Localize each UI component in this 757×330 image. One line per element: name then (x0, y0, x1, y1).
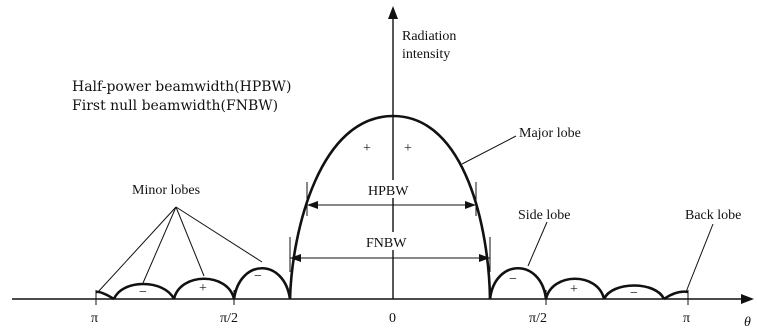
major-lobe-plus-left: + (363, 141, 371, 156)
fnbw-label-bg (360, 232, 424, 250)
axes (12, 6, 754, 304)
major-lobe (288, 114, 492, 300)
side-lobe-leader (527, 221, 548, 267)
back-lobe-leader (685, 223, 714, 293)
minor-lobes-leader-2 (142, 206, 177, 284)
tick-label-pos-pi: π (683, 311, 690, 326)
tick-label-zero: 0 (389, 311, 396, 326)
minor-lobes-leader-3 (175, 206, 205, 277)
minor-lobe-1 (95, 290, 115, 301)
hpbw-legend: Half-power beamwidth(HPBW) (72, 79, 291, 95)
hpbw-arrowhead-left (307, 201, 318, 209)
side-lobe-right (488, 266, 548, 300)
hpbw-label-bg (362, 180, 422, 198)
fnbw-label: FNBW (366, 236, 407, 251)
x-axis-arrowhead (741, 294, 754, 304)
y-axis-label-line1: Radiation (402, 29, 456, 44)
tick-label-neg-pi-2: π/2 (220, 311, 238, 326)
major-lobe-label: Major lobe (519, 126, 581, 141)
minor-lobe-right-3-sign: − (630, 286, 638, 301)
minor-lobe-right-2 (544, 277, 606, 300)
minor-lobe-4-sign: − (254, 269, 262, 284)
minor-lobe-2-sign: − (139, 285, 147, 300)
tick-label-neg-pi: π (91, 311, 98, 326)
lobe-signs: + + − + − − + − (139, 141, 638, 301)
back-lobe (663, 290, 689, 301)
back-lobe-label: Back lobe (685, 208, 741, 223)
major-lobe-leader (461, 135, 517, 165)
lobes (95, 114, 689, 301)
minor-lobes-label: Minor lobes (132, 183, 200, 198)
minor-lobe-3-sign: + (199, 281, 207, 296)
minor-lobes-leader-1 (97, 206, 177, 293)
side-lobe-label: Side lobe (518, 208, 571, 223)
minor-lobe-right-2-sign: + (570, 282, 578, 297)
leader-lines (97, 135, 714, 293)
x-axis-label: θ (744, 315, 751, 330)
y-axis-label-line2: intensity (402, 47, 450, 62)
tick-marks (95, 290, 689, 305)
tick-label-pos-pi-2: π/2 (529, 311, 547, 326)
tick-labels: π π/2 0 π/2 π (91, 311, 690, 326)
hpbw-dimension (306, 182, 477, 216)
hpbw-arrowhead-right (465, 201, 476, 209)
fnbw-arrowhead-right (479, 254, 490, 262)
major-lobe-plus-right: + (404, 141, 412, 156)
fnbw-arrowhead-left (290, 254, 301, 262)
minor-lobe-4 (232, 266, 292, 300)
hpbw-label: HPBW (368, 184, 409, 199)
minor-lobes-leader-4 (175, 206, 263, 263)
minor-lobe-right-3 (602, 284, 666, 300)
fnbw-legend: First null beamwidth(FNBW) (72, 98, 278, 114)
minor-lobe-2 (112, 282, 176, 300)
minor-lobe-3 (172, 277, 236, 300)
y-axis-arrowhead (388, 6, 398, 19)
fnbw-dimension (289, 237, 491, 272)
side-lobe-sign: − (509, 272, 517, 287)
